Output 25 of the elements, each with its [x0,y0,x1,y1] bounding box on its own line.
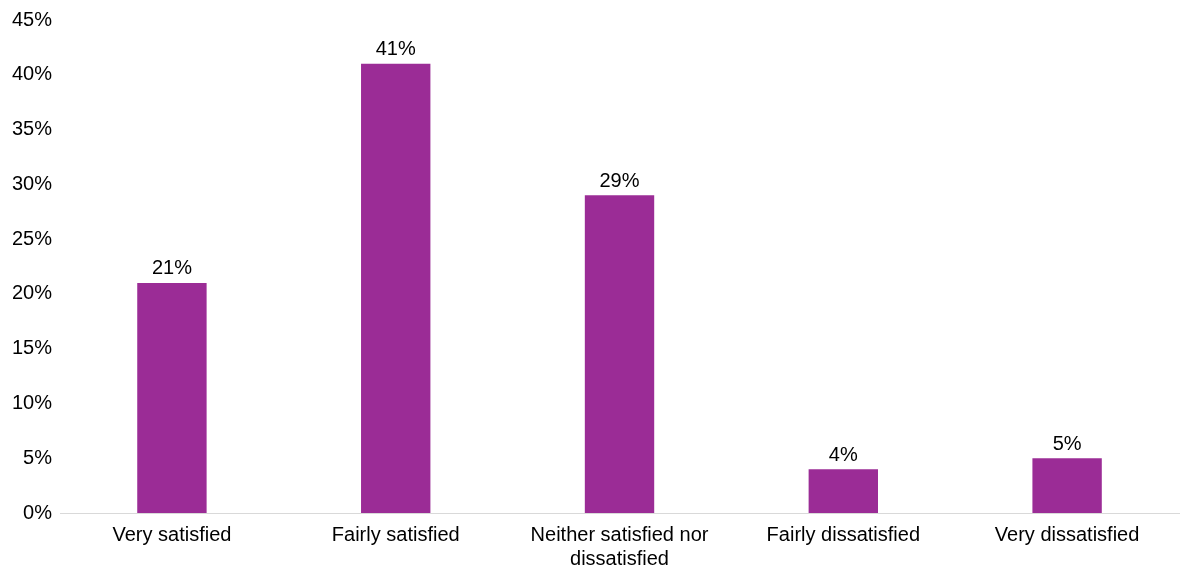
bar [584,195,655,513]
x-tick-label: Very satisfied [112,522,232,545]
data-label: 29% [599,168,640,191]
y-tick-label: 20% [12,281,53,304]
data-label: 21% [151,256,193,279]
data-label: 4% [828,442,858,465]
x-tick-label: Very dissatisfied [994,522,1140,545]
y-tick-label: 0% [23,500,53,523]
bar [808,469,878,513]
y-tick-label: 40% [12,62,53,85]
x-tick-label: Fairly dissatisfied [766,522,920,545]
y-tick-label: 5% [23,445,53,468]
x-tick-label: Fairly satisfied [331,522,460,545]
y-tick-label: 35% [12,117,53,140]
y-tick-label: 30% [12,171,53,194]
data-label: 5% [1052,431,1082,454]
bar [361,63,431,513]
y-tick-label: 10% [12,390,53,413]
bar [1032,458,1102,513]
y-tick-label: 15% [12,336,53,359]
x-tick-label: Neither satisfied nor dissatisfied [530,522,709,569]
y-tick-label: 25% [12,226,53,249]
data-label: 41% [375,37,416,60]
y-tick-label: 45% [12,7,53,30]
bar [137,282,207,513]
